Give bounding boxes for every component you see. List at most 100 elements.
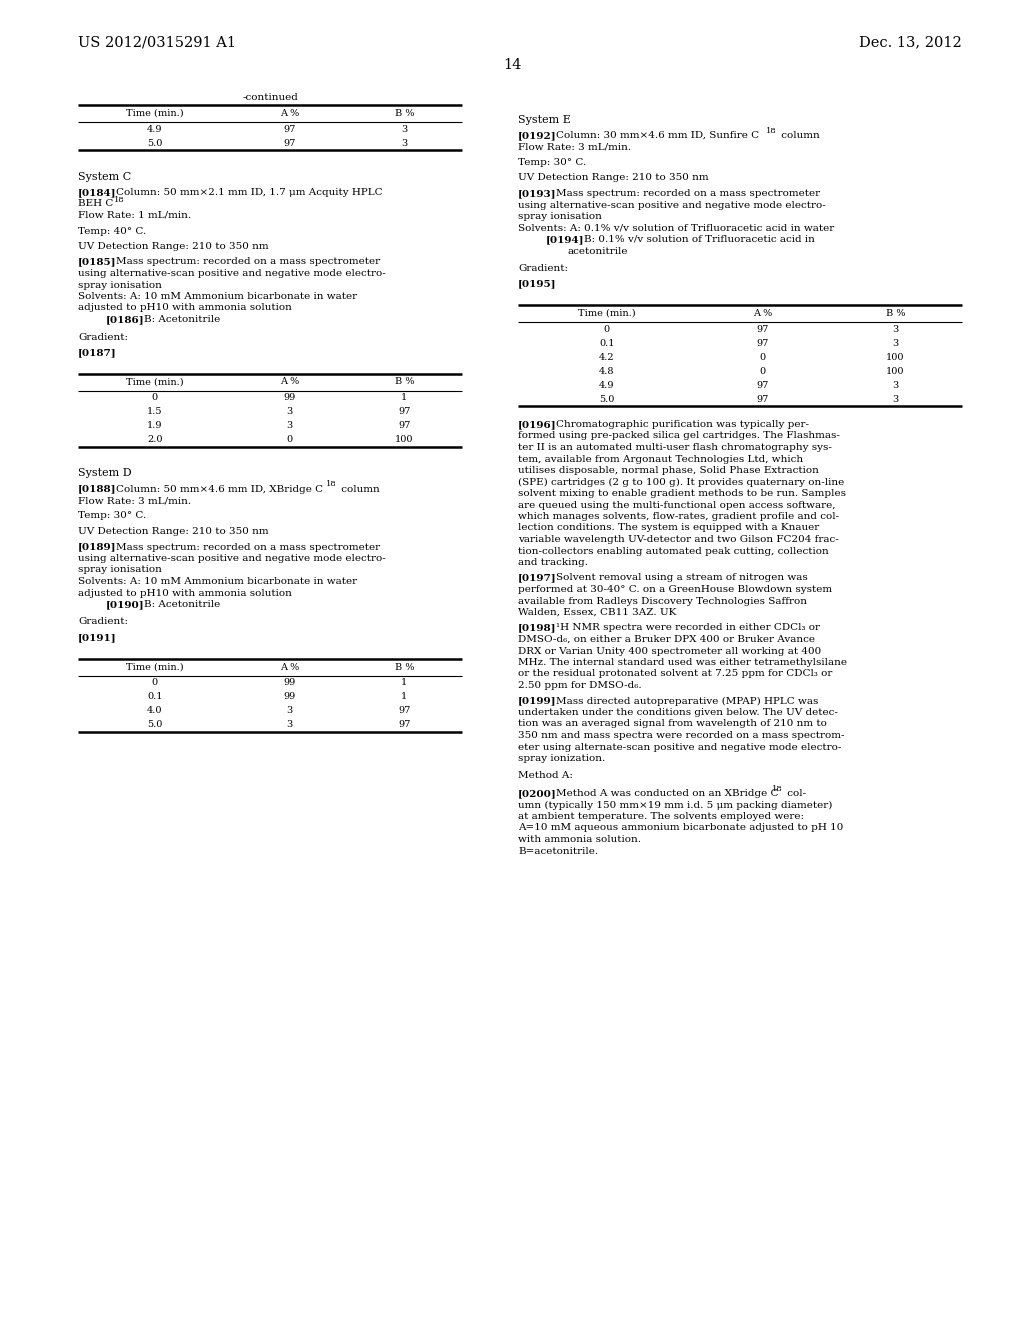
Text: with ammonia solution.: with ammonia solution. [518,836,641,843]
Text: UV Detection Range: 210 to 350 nm: UV Detection Range: 210 to 350 nm [78,242,268,251]
Text: Time (min.): Time (min.) [126,663,183,672]
Text: using alternative-scan positive and negative mode electro-: using alternative-scan positive and nega… [518,201,825,210]
Text: or the residual protonated solvent at 7.25 ppm for CDCl₃ or: or the residual protonated solvent at 7.… [518,669,833,678]
Text: 3: 3 [892,395,898,404]
Text: 18: 18 [766,127,777,135]
Text: Mass spectrum: recorded on a mass spectrometer: Mass spectrum: recorded on a mass spectr… [116,257,380,267]
Text: DRX or Varian Unity 400 spectrometer all working at 400: DRX or Varian Unity 400 spectrometer all… [518,647,821,656]
Text: 97: 97 [756,395,768,404]
Text: A %: A % [280,378,299,387]
Text: 4.9: 4.9 [599,380,614,389]
Text: -continued: -continued [242,92,298,102]
Text: 97: 97 [756,338,768,347]
Text: at ambient temperature. The solvents employed were:: at ambient temperature. The solvents emp… [518,812,804,821]
Text: column: column [778,131,820,140]
Text: B %: B % [886,309,905,318]
Text: acetonitrile: acetonitrile [568,247,629,256]
Text: MHz. The internal standard used was either tetramethylsilane: MHz. The internal standard used was eith… [518,657,847,667]
Text: Time (min.): Time (min.) [126,378,183,387]
Text: and tracking.: and tracking. [518,558,588,568]
Text: B=acetonitrile.: B=acetonitrile. [518,846,598,855]
Text: using alternative-scan positive and negative mode electro-: using alternative-scan positive and nega… [78,554,386,564]
Text: Solvents: A: 10 mM Ammonium bicarbonate in water: Solvents: A: 10 mM Ammonium bicarbonate … [78,292,357,301]
Text: 3: 3 [286,421,292,430]
Text: Column: 50 mm×2.1 mm ID, 1.7 μm Acquity HPLC: Column: 50 mm×2.1 mm ID, 1.7 μm Acquity … [116,187,383,197]
Text: spray ionisation: spray ionisation [78,281,162,289]
Text: [0186]: [0186] [106,315,144,323]
Text: System E: System E [518,115,570,125]
Text: 0.1: 0.1 [147,692,163,701]
Text: 97: 97 [756,380,768,389]
Text: 1: 1 [401,692,408,701]
Text: [0192]: [0192] [518,131,557,140]
Text: 0: 0 [152,393,158,403]
Text: B %: B % [394,378,414,387]
Text: Flow Rate: 1 mL/min.: Flow Rate: 1 mL/min. [78,211,191,220]
Text: 5.0: 5.0 [599,395,614,404]
Text: A %: A % [280,110,299,117]
Text: lection conditions. The system is equipped with a Knauer: lection conditions. The system is equipp… [518,524,819,532]
Text: 1.5: 1.5 [147,407,163,416]
Text: B: Acetonitrile: B: Acetonitrile [144,315,220,323]
Text: 100: 100 [886,367,904,375]
Text: 3: 3 [892,338,898,347]
Text: 0.1: 0.1 [599,338,614,347]
Text: Method A:: Method A: [518,771,572,780]
Text: [0191]: [0191] [78,634,117,642]
Text: [0184]: [0184] [78,187,117,197]
Text: 3: 3 [286,719,292,729]
Text: utilises disposable, normal phase, Solid Phase Extraction: utilises disposable, normal phase, Solid… [518,466,819,475]
Text: 3: 3 [892,325,898,334]
Text: DMSO-d₆, on either a Bruker DPX 400 or Bruker Avance: DMSO-d₆, on either a Bruker DPX 400 or B… [518,635,815,644]
Text: 3: 3 [286,407,292,416]
Text: 0: 0 [152,678,158,686]
Text: 3: 3 [286,706,292,715]
Text: Mass directed autopreparative (MPAP) HPLC was: Mass directed autopreparative (MPAP) HPL… [556,697,818,706]
Text: 100: 100 [886,352,904,362]
Text: tion was an averaged signal from wavelength of 210 nm to: tion was an averaged signal from wavelen… [518,719,826,729]
Text: [0190]: [0190] [106,601,144,609]
Text: available from Radleys Discovery Technologies Saffron: available from Radleys Discovery Technol… [518,597,807,606]
Text: Gradient:: Gradient: [78,618,128,627]
Text: 100: 100 [395,436,414,444]
Text: B %: B % [394,110,414,117]
Text: 97: 97 [398,706,411,715]
Text: UV Detection Range: 210 to 350 nm: UV Detection Range: 210 to 350 nm [78,527,268,536]
Text: 2.0: 2.0 [147,436,163,444]
Text: 5.0: 5.0 [147,139,163,148]
Text: Solvents: A: 0.1% v/v solution of Trifluoracetic acid in water: Solvents: A: 0.1% v/v solution of Triflu… [518,223,835,232]
Text: Temp: 30° C.: Temp: 30° C. [518,158,587,168]
Text: B %: B % [394,663,414,672]
Text: Walden, Essex, CB11 3AZ. UK: Walden, Essex, CB11 3AZ. UK [518,609,677,616]
Text: column: column [338,484,380,494]
Text: [0198]: [0198] [518,623,556,632]
Text: Chromatographic purification was typically per-: Chromatographic purification was typical… [556,420,809,429]
Text: 97: 97 [283,139,295,148]
Text: 0: 0 [286,436,292,444]
Text: Time (min.): Time (min.) [578,309,636,318]
Text: 5.0: 5.0 [147,719,163,729]
Text: Solvents: A: 10 mM Ammonium bicarbonate in water: Solvents: A: 10 mM Ammonium bicarbonate … [78,577,357,586]
Text: tion-collectors enabling automated peak cutting, collection: tion-collectors enabling automated peak … [518,546,828,556]
Text: eter using alternate-scan positive and negative mode electro-: eter using alternate-scan positive and n… [518,742,842,751]
Text: Mass spectrum: recorded on a mass spectrometer: Mass spectrum: recorded on a mass spectr… [556,189,820,198]
Text: [0200]: [0200] [518,789,557,799]
Text: 99: 99 [283,692,295,701]
Text: [0194]: [0194] [546,235,585,244]
Text: 18: 18 [114,195,125,203]
Text: 4.8: 4.8 [599,367,614,375]
Text: [0189]: [0189] [78,543,117,552]
Text: spray ionisation: spray ionisation [518,213,602,220]
Text: UV Detection Range: 210 to 350 nm: UV Detection Range: 210 to 350 nm [518,173,709,182]
Text: Dec. 13, 2012: Dec. 13, 2012 [859,36,962,49]
Text: B: Acetonitrile: B: Acetonitrile [144,601,220,609]
Text: US 2012/0315291 A1: US 2012/0315291 A1 [78,36,236,49]
Text: 99: 99 [283,393,295,403]
Text: Time (min.): Time (min.) [126,110,183,117]
Text: 97: 97 [756,325,768,334]
Text: [0199]: [0199] [518,697,556,705]
Text: [0197]: [0197] [518,573,557,582]
Text: umn (typically 150 mm×19 mm i.d. 5 μm packing diameter): umn (typically 150 mm×19 mm i.d. 5 μm pa… [518,800,833,809]
Text: [0185]: [0185] [78,257,117,267]
Text: 1: 1 [401,393,408,403]
